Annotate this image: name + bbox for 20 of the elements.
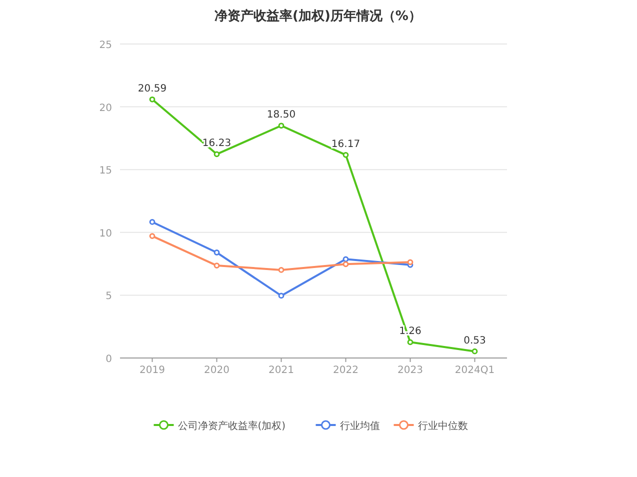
y-tick-label: 20 xyxy=(99,102,112,114)
y-tick-label: 15 xyxy=(99,166,112,177)
data-label: 18.50 xyxy=(266,110,296,121)
data-label: 16.17 xyxy=(331,138,360,150)
y-tick-label: 25 xyxy=(99,40,112,51)
data-label: 20.59 xyxy=(138,83,167,94)
legend-label: 行业均值 xyxy=(340,420,380,432)
y-tick-label: 5 xyxy=(106,291,112,302)
legend-label: 公司净资产收益率(加权) xyxy=(178,420,286,432)
legend-label: 行业中位数 xyxy=(418,420,468,432)
x-tick-label: 2019 xyxy=(140,365,165,376)
x-tick-label: 2023 xyxy=(398,365,423,376)
x-tick-label: 2024Q1 xyxy=(454,365,495,376)
data-label: 0.53 xyxy=(464,335,486,346)
x-tick-label: 2022 xyxy=(333,365,358,376)
y-tick-label: 10 xyxy=(99,228,112,240)
x-tick-label: 2020 xyxy=(204,365,230,376)
x-tick-label: 2021 xyxy=(268,365,294,376)
y-tick-label: 0 xyxy=(106,354,112,365)
chart-title: 净资产收益率(加权)历年情况（%） xyxy=(214,8,422,24)
